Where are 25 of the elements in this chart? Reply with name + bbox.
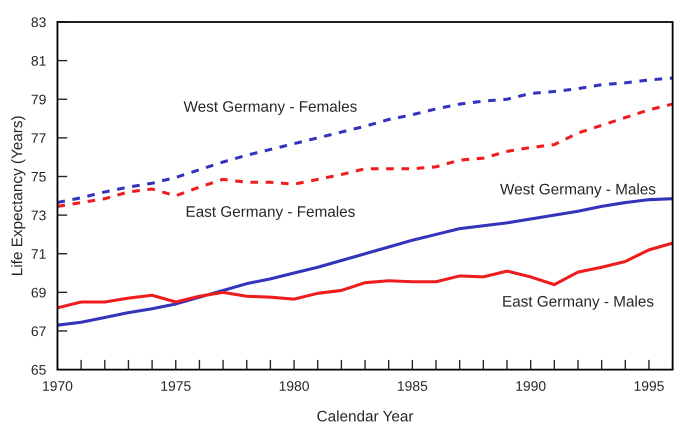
line-series	[57, 242, 673, 310]
x-tick-label: 1975	[161, 381, 191, 391]
y-tick-label: 69	[32, 288, 46, 298]
x-tick-label: 1980	[280, 381, 309, 391]
x-tick-label: 1970	[43, 381, 72, 391]
y-tick-label: 79	[32, 94, 46, 104]
series-label: West Germany - Males	[500, 183, 656, 198]
series-label: East Germany - Females	[186, 206, 355, 220]
y-axis-title: Life Expectancy (Years)	[11, 116, 26, 275]
line-series	[57, 197, 673, 327]
x-tick-label: 1990	[516, 381, 546, 391]
x-axis-title: Calendar Year	[317, 410, 414, 422]
series-label: East Germany - Males	[503, 296, 654, 310]
y-tick-label: 65	[32, 364, 46, 375]
line-series	[57, 76, 673, 204]
y-tick-label: 71	[32, 249, 46, 259]
x-tick-label: 1995	[634, 381, 664, 391]
y-tick-label: 73	[32, 210, 46, 220]
x-tick-label: 1985	[398, 381, 428, 391]
y-tick-label: 75	[32, 172, 46, 182]
y-tick-label: 81	[32, 56, 46, 66]
y-tick-label: 77	[32, 133, 46, 143]
series-label: West Germany - Females	[184, 100, 357, 115]
y-tick-label: 83	[32, 17, 46, 28]
y-tick-label: 67	[32, 326, 46, 336]
